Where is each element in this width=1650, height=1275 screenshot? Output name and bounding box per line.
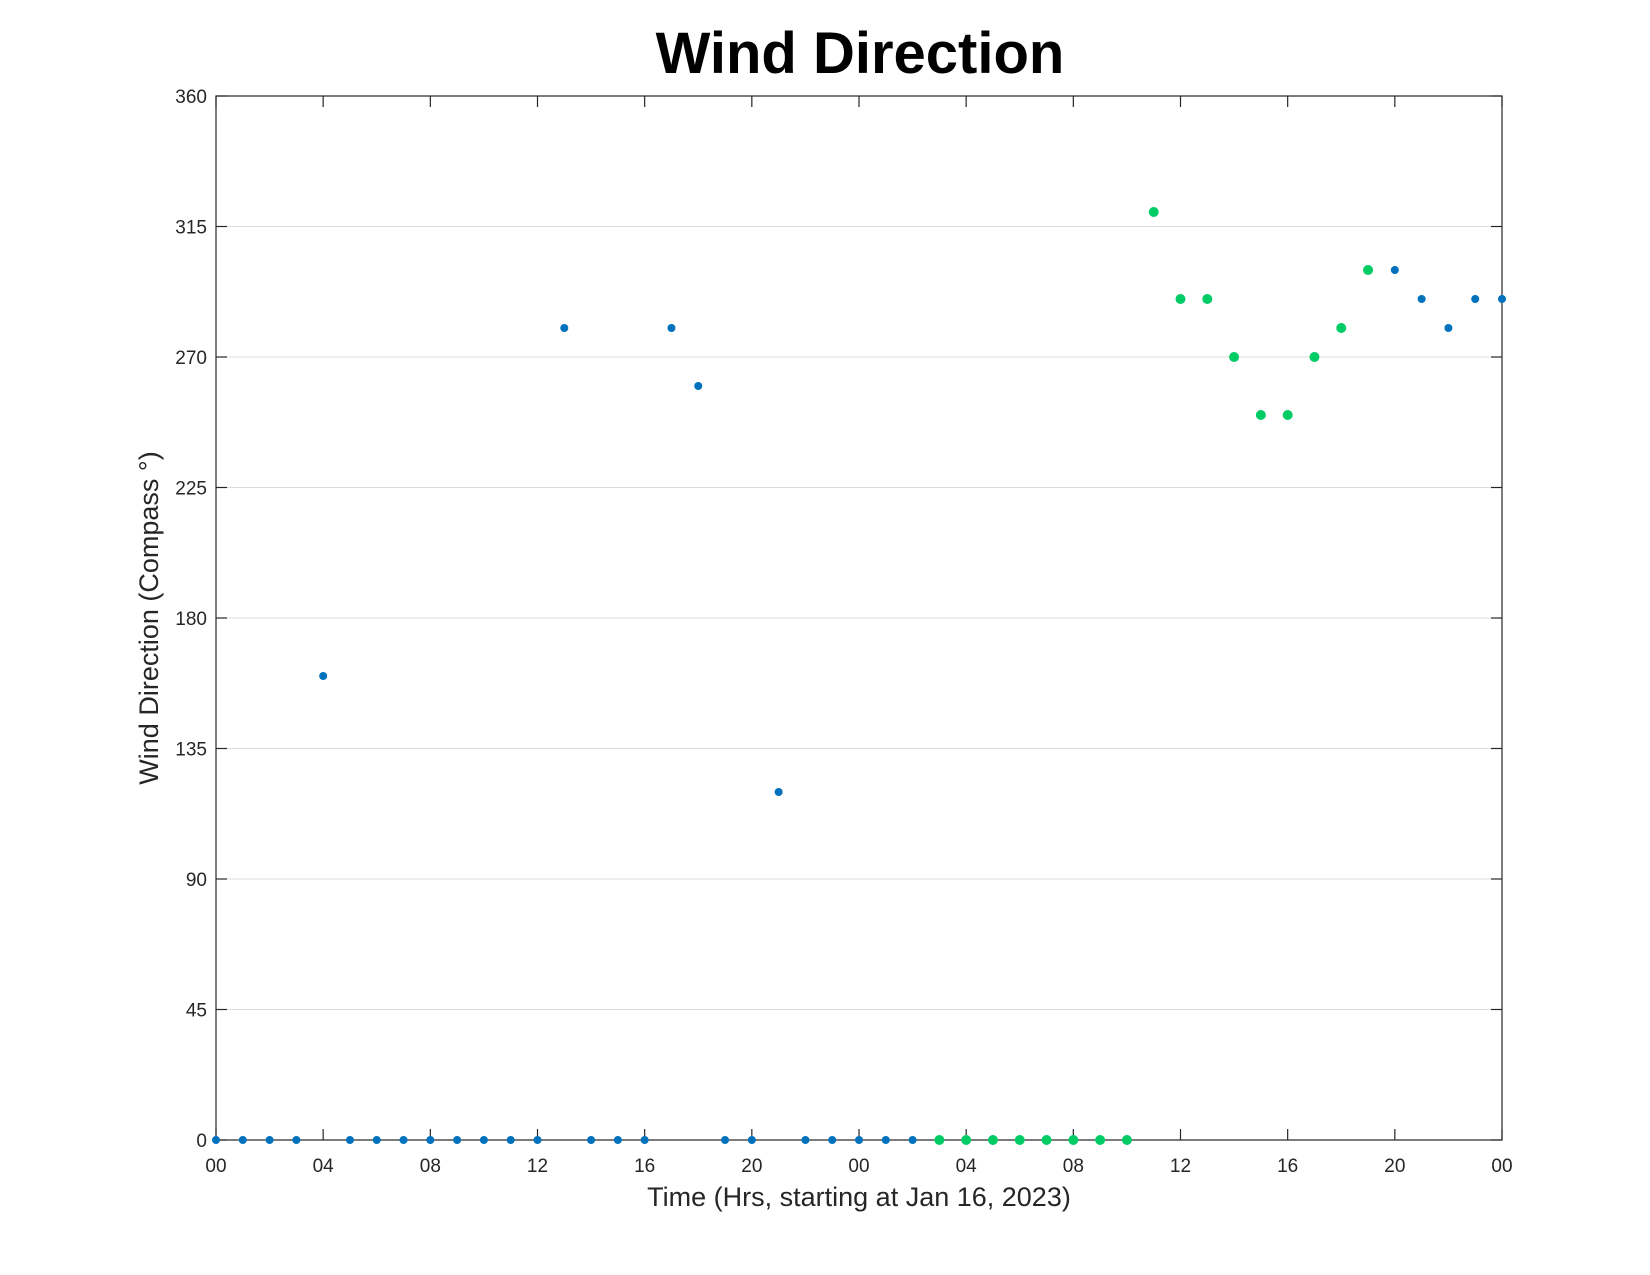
data-point-series-1 <box>855 1136 863 1144</box>
data-point-series-2 <box>1282 410 1293 420</box>
data-point-series-1 <box>587 1136 596 1144</box>
data-point-series-1 <box>292 1136 301 1144</box>
x-tick-label: 12 <box>1170 1156 1191 1177</box>
data-point-series-1 <box>828 1136 837 1144</box>
data-point-series-1 <box>399 1136 408 1144</box>
y-tick-label: 135 <box>175 740 207 761</box>
x-tick-label: 20 <box>741 1156 762 1177</box>
data-point-series-1 <box>1471 295 1480 303</box>
data-point-series-1 <box>479 1136 488 1144</box>
data-point-series-1 <box>613 1136 622 1144</box>
data-point-series-2 <box>1041 1135 1052 1145</box>
data-point-series-1 <box>372 1136 381 1144</box>
data-point-series-1 <box>212 1136 220 1144</box>
x-tick-label: 00 <box>848 1156 869 1177</box>
data-point-series-2 <box>1148 207 1159 217</box>
data-point-series-1 <box>453 1136 462 1144</box>
x-tick-label: 04 <box>956 1156 978 1177</box>
data-point-series-2 <box>934 1135 945 1145</box>
data-point-series-2 <box>1363 265 1374 275</box>
data-point-series-2 <box>1014 1135 1025 1145</box>
x-tick-label: 16 <box>1277 1156 1298 1177</box>
data-point-series-1 <box>533 1136 542 1144</box>
data-point-series-2 <box>1336 323 1347 333</box>
data-point-series-1 <box>1444 324 1453 332</box>
data-point-series-1 <box>881 1136 890 1144</box>
x-tick-label: 16 <box>634 1156 655 1177</box>
y-tick-label: 90 <box>186 870 207 891</box>
data-point-series-2 <box>1068 1135 1079 1145</box>
data-point-series-1 <box>238 1136 247 1144</box>
data-point-series-2 <box>1095 1135 1106 1145</box>
data-point-series-1 <box>1498 295 1506 303</box>
data-point-series-1 <box>506 1136 515 1144</box>
x-axis-label: Time (Hrs, starting at Jan 16, 2023) <box>647 1182 1071 1212</box>
data-point-series-1 <box>747 1136 756 1144</box>
y-tick-label: 315 <box>175 218 207 239</box>
data-point-series-1 <box>774 788 783 796</box>
data-point-series-2 <box>1202 294 1213 304</box>
data-point-series-2 <box>1175 294 1186 304</box>
data-point-series-1 <box>908 1136 917 1144</box>
data-point-series-1 <box>721 1136 730 1144</box>
y-tick-label: 180 <box>175 609 207 630</box>
data-point-series-1 <box>694 382 703 390</box>
data-points <box>212 207 1506 1145</box>
x-tick-label: 08 <box>420 1156 441 1177</box>
data-point-series-1 <box>1390 266 1399 274</box>
data-point-series-1 <box>319 672 328 680</box>
grid-layer <box>216 226 1502 1010</box>
data-point-series-1 <box>1417 295 1426 303</box>
data-point-series-1 <box>801 1136 810 1144</box>
data-point-series-2 <box>1309 352 1320 362</box>
x-tick-label: 12 <box>527 1156 548 1177</box>
data-point-series-2 <box>987 1135 998 1145</box>
data-point-series-1 <box>640 1136 649 1144</box>
data-point-series-1 <box>667 324 676 332</box>
data-point-series-1 <box>426 1136 435 1144</box>
x-tick-label: 00 <box>1491 1156 1512 1177</box>
y-axis-label: Wind Direction (Compass °) <box>134 451 164 784</box>
data-point-series-2 <box>1255 410 1266 420</box>
x-tick-label: 08 <box>1063 1156 1084 1177</box>
data-point-series-2 <box>1121 1135 1132 1145</box>
data-point-series-1 <box>265 1136 274 1144</box>
chart-title: Wind Direction <box>656 21 1065 86</box>
y-tick-label: 270 <box>175 348 207 369</box>
y-tick-label: 225 <box>175 479 207 500</box>
data-point-series-2 <box>1229 352 1240 362</box>
x-tick-label: 00 <box>205 1156 226 1177</box>
data-point-series-2 <box>961 1135 972 1145</box>
data-point-series-1 <box>560 324 569 332</box>
data-point-series-1 <box>345 1136 354 1144</box>
y-tick-label: 45 <box>186 1001 207 1022</box>
y-tick-label: 360 <box>175 87 207 108</box>
x-tick-label: 20 <box>1384 1156 1405 1177</box>
tick-layer: 0 45 90 135 180 225 270 315 360 00 04 08 12 16 20 00 04 0… <box>175 87 1512 1177</box>
y-tick-label: 0 <box>196 1131 207 1152</box>
x-tick-label: 04 <box>313 1156 335 1177</box>
